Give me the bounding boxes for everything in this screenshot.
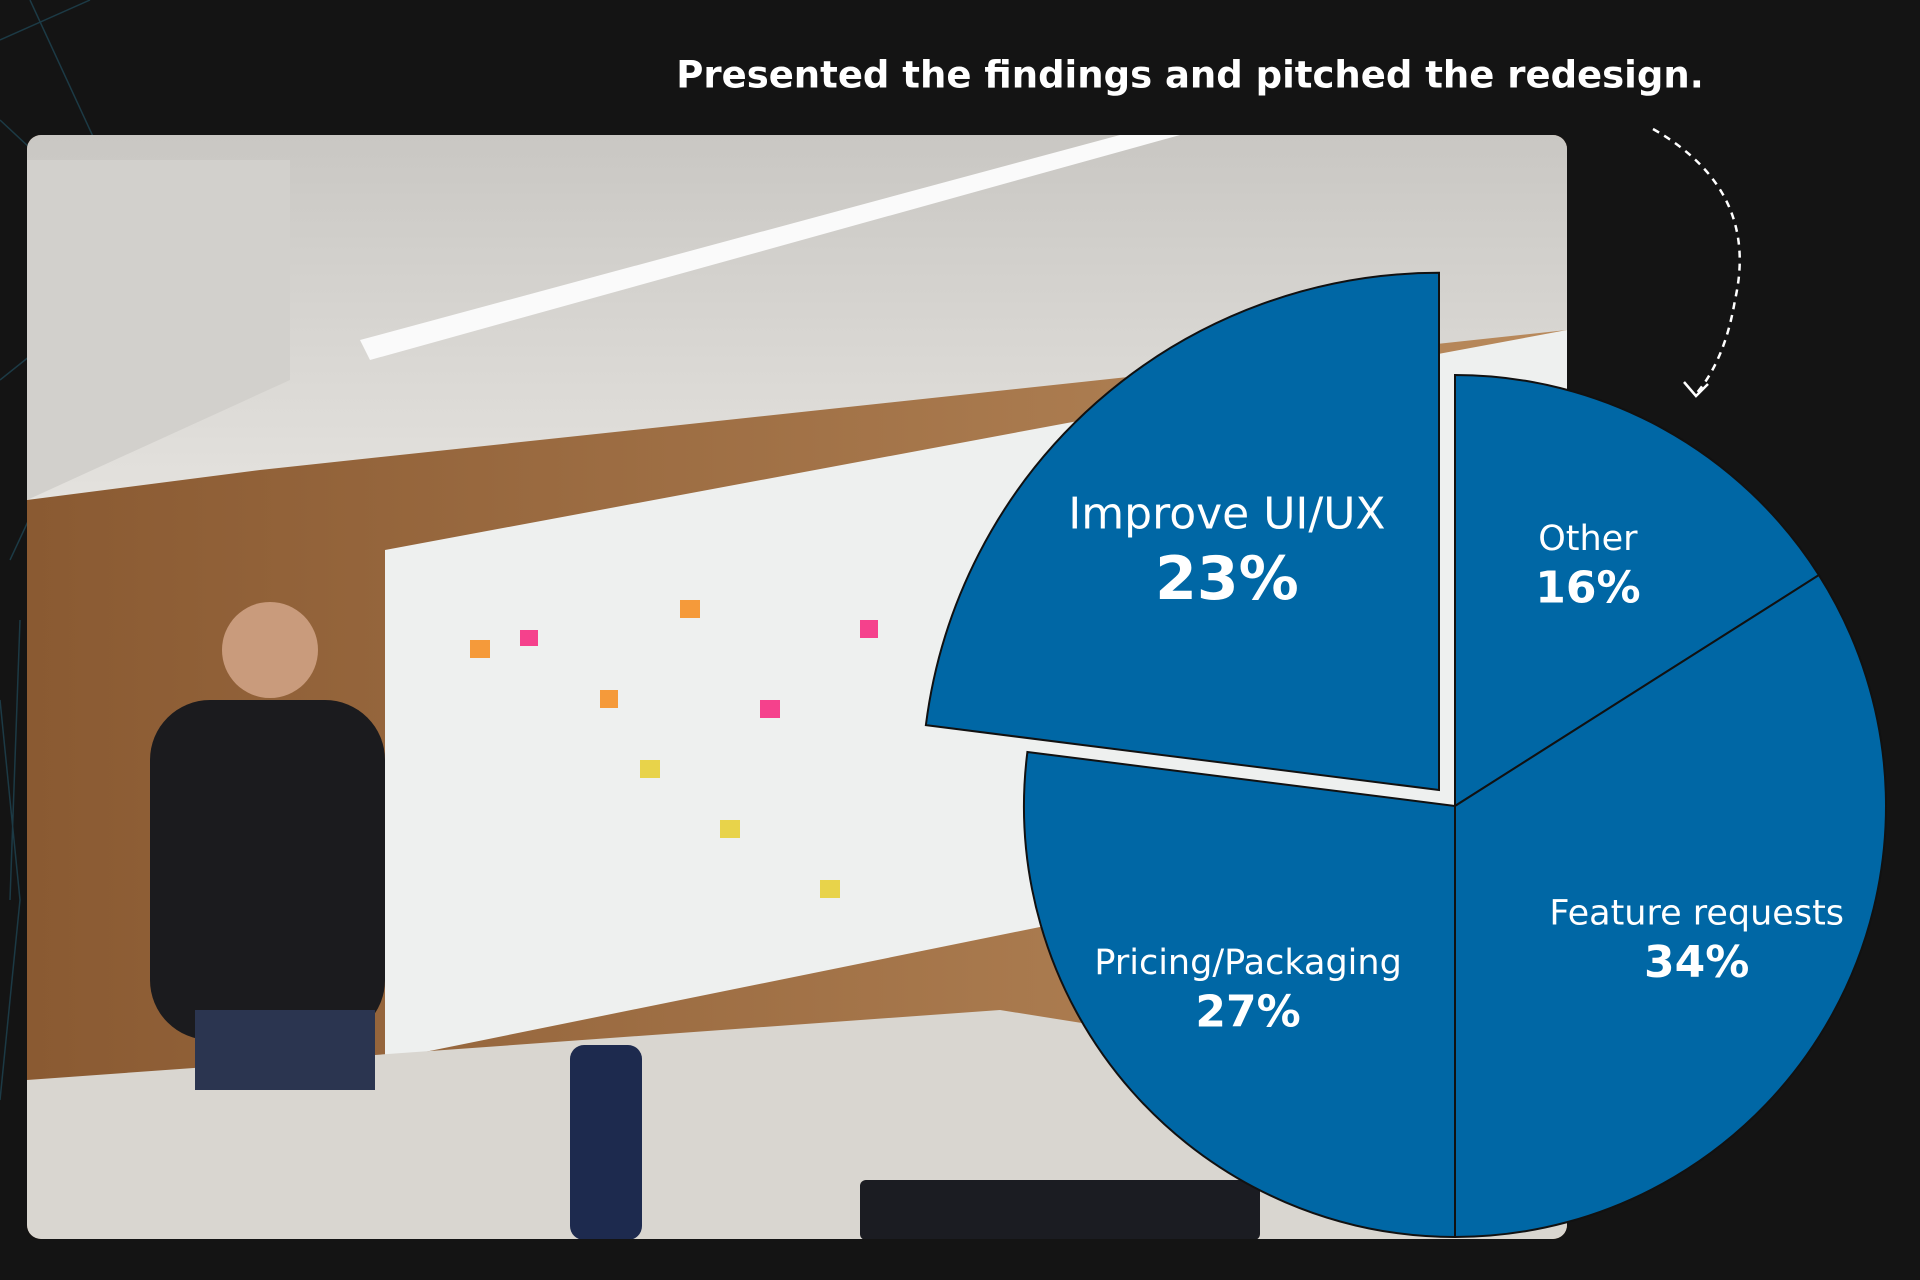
pie-slice [1023, 750, 1456, 1239]
arrow-head [1683, 381, 1709, 398]
pie-slice [1454, 573, 1887, 1239]
slice-value: 34% [1644, 937, 1749, 988]
slice-value: 16% [1535, 563, 1640, 614]
pie-slice [924, 271, 1440, 792]
slice-label: Improve UI/UX [1068, 488, 1385, 539]
pie-slice [1454, 373, 1821, 808]
slice-value: 27% [1195, 987, 1300, 1038]
slice-label: Pricing/Packaging [1094, 943, 1401, 983]
slice-label: Feature requests [1549, 894, 1844, 934]
slice-label: Other [1538, 519, 1638, 559]
arrow [1652, 127, 1741, 395]
slice-value: 23% [1155, 544, 1299, 614]
chart-title: Presented the findings and pitched the r… [676, 54, 1704, 97]
